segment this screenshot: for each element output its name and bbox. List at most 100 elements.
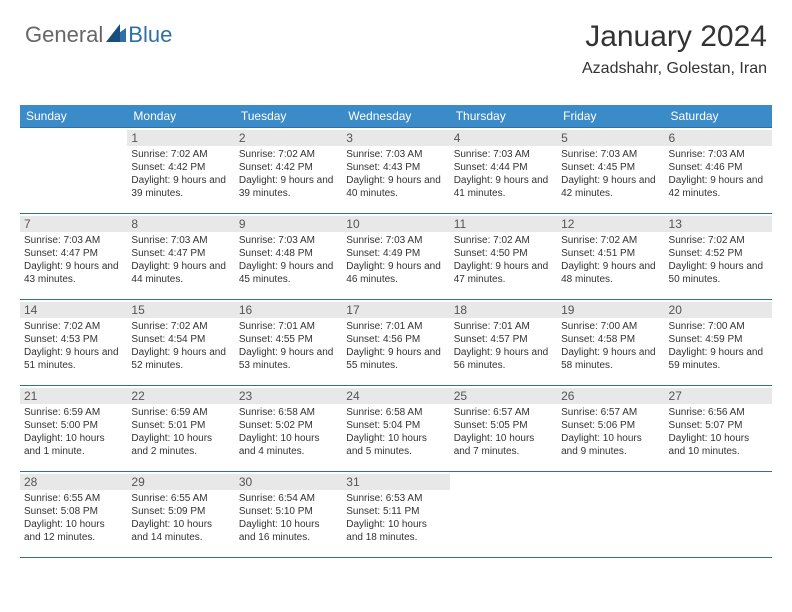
sunrise-text: Sunrise: 7:03 AM [669, 148, 768, 161]
calendar-cell: 16Sunrise: 7:01 AMSunset: 4:55 PMDayligh… [235, 300, 342, 386]
calendar-cell: 28Sunrise: 6:55 AMSunset: 5:08 PMDayligh… [20, 472, 127, 558]
daylight-text: Daylight: 9 hours and 48 minutes. [561, 260, 660, 286]
calendar-cell: 10 Sunrise: 7:03 AMSunset: 4:49 PMDayligh… [342, 214, 449, 300]
day-info: Sunrise: 7:02 AMSunset: 4:53 PMDaylight:… [24, 320, 123, 372]
sunset-text: Sunset: 4:53 PM [24, 333, 123, 346]
calendar-cell: 30Sunrise: 6:54 AMSunset: 5:10 PMDayligh… [235, 472, 342, 558]
day-number: 3 [342, 130, 449, 146]
day-info: Sunrise: 7:03 AMSunset: 4:47 PMDaylight:… [131, 234, 230, 286]
day-info: Sunrise: 7:03 AMSunset: 4:44 PMDaylight:… [454, 148, 553, 200]
calendar-cell: 31Sunrise: 6:53 AMSunset: 5:11 PMDayligh… [342, 472, 449, 558]
calendar-cell: 19Sunrise: 7:00 AMSunset: 4:58 PMDayligh… [557, 300, 664, 386]
calendar-cell: 1Sunrise: 7:02 AMSunset: 4:42 PMDaylight… [127, 128, 234, 214]
brand-part1: General [25, 22, 103, 48]
day-info: Sunrise: 7:02 AMSunset: 4:42 PMDaylight:… [239, 148, 338, 200]
daylight-text: Daylight: 9 hours and 56 minutes. [454, 346, 553, 372]
sunrise-text: Sunrise: 6:55 AM [24, 492, 123, 505]
sunset-text: Sunset: 4:45 PM [561, 161, 660, 174]
day-number: 8 [127, 216, 234, 232]
calendar-row: 14Sunrise: 7:02 AMSunset: 4:53 PMDayligh… [20, 300, 772, 386]
sunrise-text: Sunrise: 7:03 AM [454, 148, 553, 161]
day-number: 26 [557, 388, 664, 404]
sunrise-text: Sunrise: 7:02 AM [454, 234, 553, 247]
sunset-text: Sunset: 5:11 PM [346, 505, 445, 518]
sunrise-text: Sunrise: 7:02 AM [24, 320, 123, 333]
daylight-text: Daylight: 9 hours and 43 minutes. [24, 260, 123, 286]
calendar-cell: 26 Sunrise: 6:57 AMSunset: 5:06 PMDayligh… [557, 386, 664, 472]
sunrise-text: Sunrise: 6:55 AM [131, 492, 230, 505]
sunset-text: Sunset: 4:47 PM [131, 247, 230, 260]
day-number: 4 [450, 130, 557, 146]
sunset-text: Sunset: 5:07 PM [669, 419, 768, 432]
calendar-cell: 2Sunrise: 7:02 AMSunset: 4:42 PMDaylight… [235, 128, 342, 214]
calendar-cell: 13Sunrise: 7:02 AMSunset: 4:52 PMDayligh… [665, 214, 772, 300]
sunset-text: Sunset: 4:43 PM [346, 161, 445, 174]
calendar-cell [450, 472, 557, 558]
day-number: 14 [20, 302, 127, 318]
sunrise-text: Sunrise: 7:01 AM [346, 320, 445, 333]
calendar-cell: 17Sunrise: 7:01 AMSunset: 4:56 PMDayligh… [342, 300, 449, 386]
day-number: 28 [20, 474, 127, 490]
day-number: 22 [127, 388, 234, 404]
calendar-row: 7Sunrise: 7:03 AMSunset: 4:47 PMDaylight… [20, 214, 772, 300]
sunrise-text: Sunrise: 7:03 AM [346, 148, 445, 161]
daylight-text: Daylight: 9 hours and 50 minutes. [669, 260, 768, 286]
day-number: 10 [342, 216, 449, 232]
daylight-text: Daylight: 10 hours and 16 minutes. [239, 518, 338, 544]
daylight-text: Daylight: 10 hours and 5 minutes. [346, 432, 445, 458]
calendar-cell: 4 Sunrise: 7:03 AMSunset: 4:44 PMDaylight… [450, 128, 557, 214]
sunset-text: Sunset: 4:59 PM [669, 333, 768, 346]
day-number: 11 [450, 216, 557, 232]
calendar-cell [20, 128, 127, 214]
day-info: Sunrise: 7:03 AMSunset: 4:49 PMDaylight:… [346, 234, 445, 286]
sunset-text: Sunset: 4:49 PM [346, 247, 445, 260]
daylight-text: Daylight: 10 hours and 1 minute. [24, 432, 123, 458]
weekday-header: Wednesday [342, 105, 449, 128]
month-title: January 2024 [582, 20, 767, 54]
calendar-cell: 11Sunrise: 7:02 AMSunset: 4:50 PMDayligh… [450, 214, 557, 300]
calendar-cell: 8 Sunrise: 7:03 AMSunset: 4:47 PMDaylight… [127, 214, 234, 300]
sunset-text: Sunset: 4:42 PM [239, 161, 338, 174]
sunset-text: Sunset: 5:08 PM [24, 505, 123, 518]
weekday-header-row: Sunday Monday Tuesday Wednesday Thursday… [20, 105, 772, 128]
day-info: Sunrise: 6:56 AMSunset: 5:07 PMDaylight:… [669, 406, 768, 458]
calendar-row: 21Sunrise: 6:59 AMSunset: 5:00 PMDayligh… [20, 386, 772, 472]
day-number: 23 [235, 388, 342, 404]
sunset-text: Sunset: 4:42 PM [131, 161, 230, 174]
sunrise-text: Sunrise: 7:02 AM [561, 234, 660, 247]
day-info: Sunrise: 7:03 AMSunset: 4:48 PMDaylight:… [239, 234, 338, 286]
sunrise-text: Sunrise: 7:00 AM [561, 320, 660, 333]
day-number: 24 [342, 388, 449, 404]
daylight-text: Daylight: 9 hours and 53 minutes. [239, 346, 338, 372]
sunset-text: Sunset: 4:48 PM [239, 247, 338, 260]
sunrise-text: Sunrise: 6:58 AM [239, 406, 338, 419]
day-info: Sunrise: 7:03 AMSunset: 4:45 PMDaylight:… [561, 148, 660, 200]
calendar-cell: 6Sunrise: 7:03 AMSunset: 4:46 PMDaylight… [665, 128, 772, 214]
calendar-cell: 22Sunrise: 6:59 AMSunset: 5:01 PMDayligh… [127, 386, 234, 472]
day-info: Sunrise: 6:57 AMSunset: 5:06 PMDaylight:… [561, 406, 660, 458]
sunset-text: Sunset: 5:04 PM [346, 419, 445, 432]
day-number: 29 [127, 474, 234, 490]
daylight-text: Daylight: 9 hours and 42 minutes. [561, 174, 660, 200]
daylight-text: Daylight: 9 hours and 52 minutes. [131, 346, 230, 372]
daylight-text: Daylight: 10 hours and 14 minutes. [131, 518, 230, 544]
daylight-text: Daylight: 10 hours and 7 minutes. [454, 432, 553, 458]
day-number: 25 [450, 388, 557, 404]
daylight-text: Daylight: 10 hours and 9 minutes. [561, 432, 660, 458]
location-text: Azadshahr, Golestan, Iran [582, 60, 767, 78]
day-number [450, 474, 557, 490]
calendar-row: 1 Sunrise: 7:02 AMSunset: 4:42 PMDaylight… [20, 128, 772, 214]
day-info: Sunrise: 7:03 AMSunset: 4:46 PMDaylight:… [669, 148, 768, 200]
day-info: Sunrise: 7:00 AMSunset: 4:58 PMDaylight:… [561, 320, 660, 372]
sunset-text: Sunset: 4:47 PM [24, 247, 123, 260]
day-number [20, 130, 127, 146]
sunrise-text: Sunrise: 7:02 AM [131, 320, 230, 333]
sunrise-text: Sunrise: 7:02 AM [669, 234, 768, 247]
calendar-cell: 15Sunrise: 7:02 AMSunset: 4:54 PMDayligh… [127, 300, 234, 386]
sunset-text: Sunset: 4:46 PM [669, 161, 768, 174]
day-number: 1 [127, 130, 234, 146]
sunrise-text: Sunrise: 6:53 AM [346, 492, 445, 505]
calendar-cell: 29 Sunrise: 6:55 AMSunset: 5:09 PMDayligh… [127, 472, 234, 558]
day-info: Sunrise: 6:55 AMSunset: 5:09 PMDaylight:… [131, 492, 230, 544]
daylight-text: Daylight: 9 hours and 55 minutes. [346, 346, 445, 372]
